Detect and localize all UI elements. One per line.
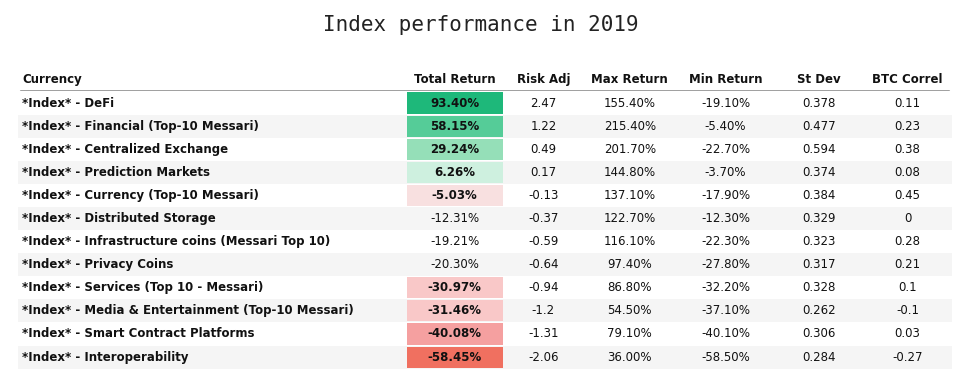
- Text: 144.80%: 144.80%: [604, 166, 655, 179]
- Text: *Index* - Services (Top 10 - Messari): *Index* - Services (Top 10 - Messari): [22, 281, 263, 294]
- Text: -0.1: -0.1: [896, 304, 918, 317]
- Text: -1.31: -1.31: [528, 328, 558, 340]
- Text: *Index* - Interoperability: *Index* - Interoperability: [22, 351, 188, 364]
- Text: 0.374: 0.374: [801, 166, 835, 179]
- Text: 0.28: 0.28: [894, 235, 920, 248]
- Text: *Index* - Infrastructure coins (Messari Top 10): *Index* - Infrastructure coins (Messari …: [22, 235, 330, 248]
- Text: 97.40%: 97.40%: [606, 258, 652, 271]
- Text: 122.70%: 122.70%: [603, 212, 655, 225]
- Text: -22.30%: -22.30%: [701, 235, 750, 248]
- Text: -12.31%: -12.31%: [430, 212, 479, 225]
- Text: 0.17: 0.17: [530, 166, 555, 179]
- Text: -27.80%: -27.80%: [701, 258, 750, 271]
- Text: Index performance in 2019: Index performance in 2019: [323, 15, 638, 35]
- Text: 0.21: 0.21: [894, 258, 920, 271]
- Text: -0.64: -0.64: [528, 258, 558, 271]
- Text: -1.2: -1.2: [531, 304, 554, 317]
- Text: -17.90%: -17.90%: [701, 189, 750, 202]
- Text: 0.1: 0.1: [898, 281, 916, 294]
- Text: Total Return: Total Return: [413, 73, 495, 86]
- Text: -5.03%: -5.03%: [431, 189, 477, 202]
- Text: 6.26%: 6.26%: [433, 166, 475, 179]
- Text: 0.317: 0.317: [801, 258, 835, 271]
- Text: 58.15%: 58.15%: [430, 120, 479, 133]
- Text: 79.10%: 79.10%: [606, 328, 652, 340]
- Text: -2.06: -2.06: [528, 351, 558, 364]
- Text: Max Return: Max Return: [591, 73, 668, 86]
- Text: 137.10%: 137.10%: [604, 189, 655, 202]
- Text: -58.50%: -58.50%: [701, 351, 750, 364]
- Text: *Index* - Financial (Top-10 Messari): *Index* - Financial (Top-10 Messari): [22, 120, 259, 133]
- Text: *Index* - Distributed Storage: *Index* - Distributed Storage: [22, 212, 215, 225]
- Text: 0.38: 0.38: [894, 143, 920, 156]
- Text: *Index* - DeFi: *Index* - DeFi: [22, 97, 114, 109]
- Text: -0.94: -0.94: [528, 281, 558, 294]
- Text: 0.594: 0.594: [801, 143, 835, 156]
- Text: 0.378: 0.378: [801, 97, 835, 109]
- Text: *Index* - Prediction Markets: *Index* - Prediction Markets: [22, 166, 209, 179]
- Text: -0.59: -0.59: [528, 235, 558, 248]
- Text: 201.70%: 201.70%: [604, 143, 655, 156]
- Text: -32.20%: -32.20%: [701, 281, 750, 294]
- Text: -3.70%: -3.70%: [704, 166, 746, 179]
- Text: -19.10%: -19.10%: [701, 97, 750, 109]
- Text: 0.329: 0.329: [801, 212, 835, 225]
- Text: -40.10%: -40.10%: [701, 328, 750, 340]
- Text: -58.45%: -58.45%: [427, 351, 481, 364]
- Text: *Index* - Centralized Exchange: *Index* - Centralized Exchange: [22, 143, 228, 156]
- Text: 0.323: 0.323: [801, 235, 835, 248]
- Text: -19.21%: -19.21%: [430, 235, 479, 248]
- Text: *Index* - Privacy Coins: *Index* - Privacy Coins: [22, 258, 173, 271]
- Text: -0.13: -0.13: [528, 189, 558, 202]
- Text: St Dev: St Dev: [797, 73, 840, 86]
- Text: 0.477: 0.477: [801, 120, 835, 133]
- Text: BTC Correl: BTC Correl: [872, 73, 942, 86]
- Text: *Index* - Media & Entertainment (Top-10 Messari): *Index* - Media & Entertainment (Top-10 …: [22, 304, 354, 317]
- Text: 93.40%: 93.40%: [430, 97, 479, 109]
- Text: *Index* - Currency (Top-10 Messari): *Index* - Currency (Top-10 Messari): [22, 189, 259, 202]
- Text: 0: 0: [903, 212, 910, 225]
- Text: -5.40%: -5.40%: [704, 120, 746, 133]
- Text: 86.80%: 86.80%: [607, 281, 652, 294]
- Text: 215.40%: 215.40%: [604, 120, 655, 133]
- Text: Min Return: Min Return: [688, 73, 761, 86]
- Text: Risk Adj: Risk Adj: [516, 73, 570, 86]
- Text: -0.37: -0.37: [528, 212, 558, 225]
- Text: 0.03: 0.03: [894, 328, 920, 340]
- Text: 0.49: 0.49: [530, 143, 555, 156]
- Text: 0.08: 0.08: [894, 166, 920, 179]
- Text: 29.24%: 29.24%: [430, 143, 479, 156]
- Text: -22.70%: -22.70%: [701, 143, 750, 156]
- Text: 0.45: 0.45: [894, 189, 920, 202]
- Text: *Index* - Smart Contract Platforms: *Index* - Smart Contract Platforms: [22, 328, 255, 340]
- Text: 54.50%: 54.50%: [607, 304, 652, 317]
- Text: 116.10%: 116.10%: [603, 235, 655, 248]
- Text: Currency: Currency: [22, 73, 82, 86]
- Text: -37.10%: -37.10%: [701, 304, 750, 317]
- Text: 0.306: 0.306: [801, 328, 835, 340]
- Text: -31.46%: -31.46%: [428, 304, 481, 317]
- Text: 155.40%: 155.40%: [604, 97, 655, 109]
- Text: 2.47: 2.47: [530, 97, 555, 109]
- Text: 0.262: 0.262: [801, 304, 835, 317]
- Text: 36.00%: 36.00%: [607, 351, 652, 364]
- Text: 0.384: 0.384: [801, 189, 835, 202]
- Text: -30.97%: -30.97%: [428, 281, 481, 294]
- Text: 0.328: 0.328: [801, 281, 835, 294]
- Text: -40.08%: -40.08%: [428, 328, 481, 340]
- Text: 0.284: 0.284: [801, 351, 835, 364]
- Text: 0.11: 0.11: [894, 97, 920, 109]
- Text: -20.30%: -20.30%: [430, 258, 479, 271]
- Text: -0.27: -0.27: [892, 351, 922, 364]
- Text: 0.23: 0.23: [894, 120, 920, 133]
- Text: -12.30%: -12.30%: [701, 212, 750, 225]
- Text: 1.22: 1.22: [530, 120, 555, 133]
